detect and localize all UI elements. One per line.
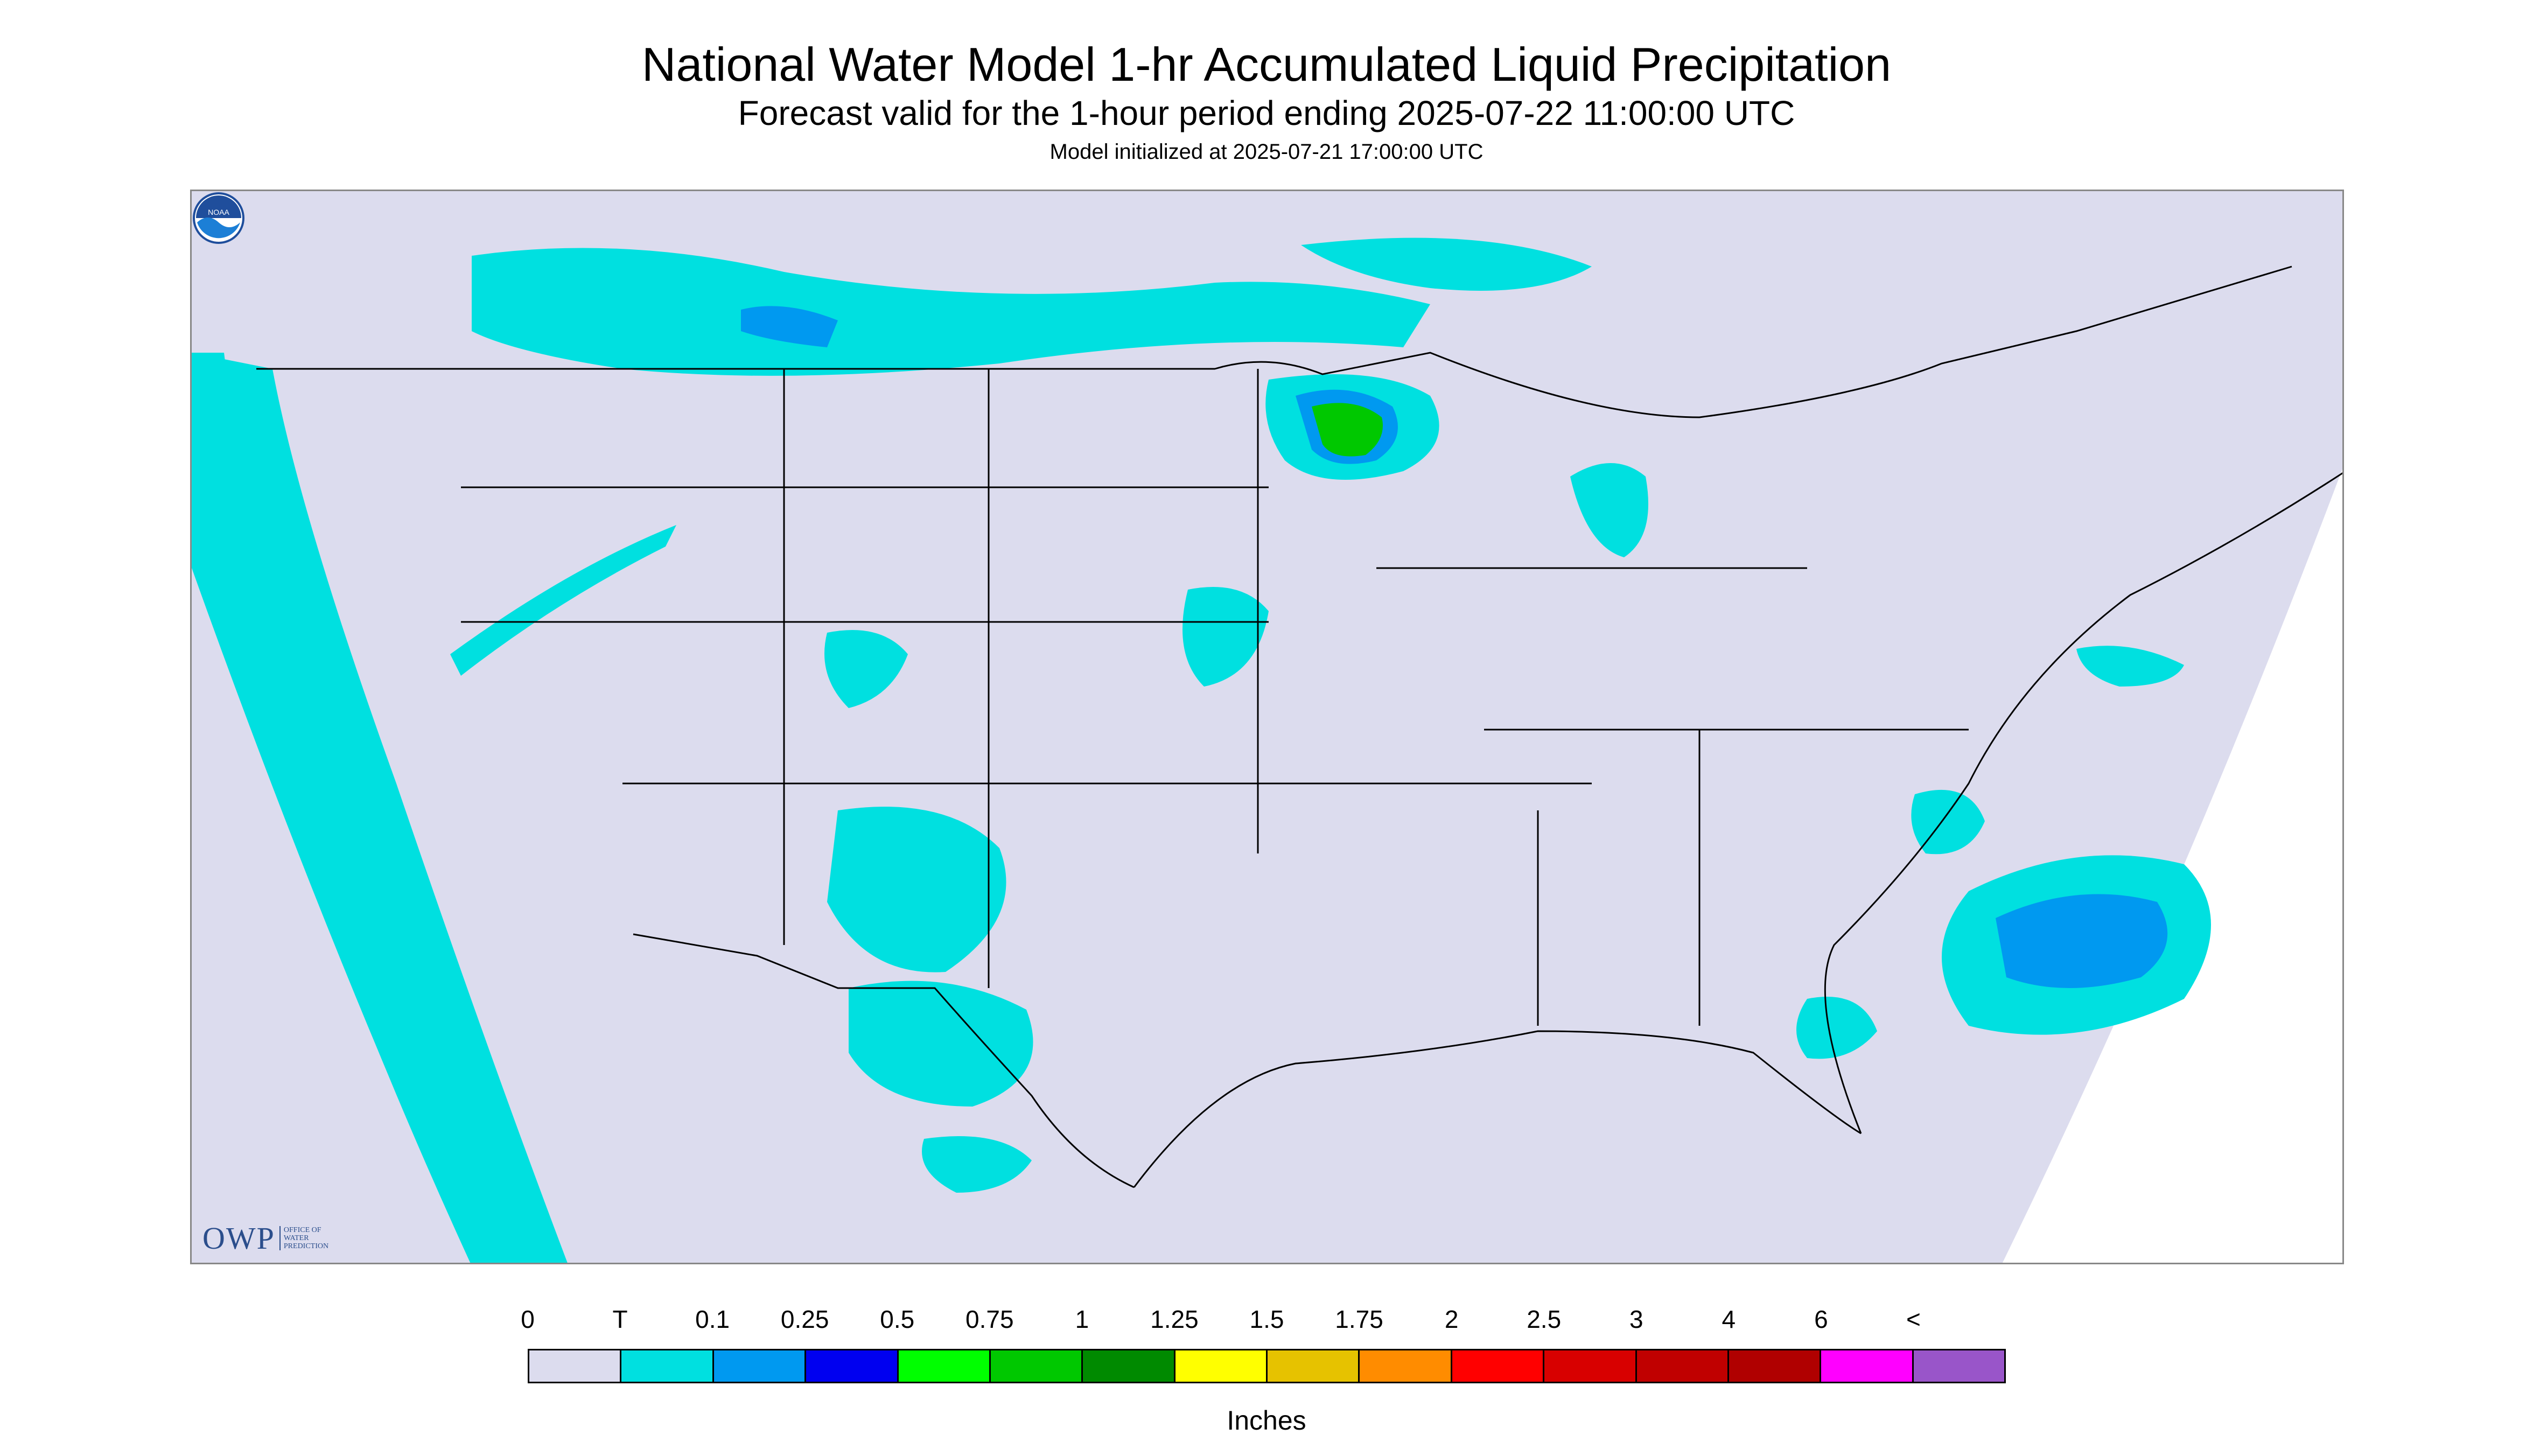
legend-label: 4 [1722, 1305, 1736, 1333]
legend-swatch [529, 1350, 622, 1382]
svg-text:NOAA: NOAA [208, 208, 229, 216]
legend-swatch [1175, 1350, 1268, 1382]
legend-label: 1 [1075, 1305, 1089, 1333]
model-init-label: Model initialized at 2025-07-21 17:00:00… [1049, 140, 1484, 164]
legend-swatch [621, 1350, 714, 1382]
precip-north-band-5 [741, 306, 838, 347]
precip-colorado-blobs [824, 630, 908, 708]
legend-label: 0.75 [965, 1305, 1014, 1333]
us-mexico-border [633, 933, 1135, 1188]
map-canvas [192, 237, 2342, 1263]
legend-color-bar [528, 1349, 2006, 1383]
precip-montana-band [450, 525, 676, 676]
forecast-valid-subtitle: Forecast valid for the 1-hour period end… [738, 94, 1795, 132]
precip-great-lakes [1570, 463, 1648, 557]
precip-dakota-blob [1182, 587, 1269, 687]
legend-label: 3 [1629, 1305, 1643, 1333]
gulf-coast [1133, 1030, 1862, 1188]
legend-swatch [990, 1350, 1083, 1382]
legend-swatch [1729, 1350, 1822, 1382]
owp-logo-text: OWP [202, 1220, 275, 1256]
precip-nc-coast [1911, 789, 1985, 855]
legend-labels: 0 T 0.1 0.25 0.5 0.75 1 1.25 1.5 1.75 2 2.5 3 4 6 < [0, 1303, 2533, 1335]
legend-label: T [612, 1305, 628, 1333]
precip-ny-atlantic [2076, 646, 2184, 687]
legend-label: < [1906, 1305, 1921, 1333]
legend-swatch [806, 1350, 899, 1382]
legend-swatch [1821, 1350, 1914, 1382]
legend-label: 0.1 [695, 1305, 730, 1333]
map-title: National Water Model 1-hr Accumulated Li… [641, 38, 1892, 91]
precip-atlantic-core [1996, 894, 2168, 988]
precip-southwest-blobs [827, 807, 1006, 972]
legend-swatch [1083, 1350, 1175, 1382]
legend-label: 0.25 [780, 1305, 829, 1333]
pacific-west-edge [192, 353, 471, 1263]
precip-north-band-1 [472, 248, 1430, 376]
pacific-trace-region [192, 353, 568, 1263]
legend-swatch [1452, 1350, 1545, 1382]
precipitation-map: OWP OFFICE OF WATER PREDICTION NOAA [190, 190, 2344, 1264]
legend-label: 0 [521, 1305, 535, 1333]
border-lines [256, 265, 2342, 1188]
legend-label: 6 [1814, 1305, 1828, 1333]
legend-swatch [713, 1350, 807, 1382]
legend-swatch [1636, 1350, 1729, 1382]
precip-north-band-4 [1312, 403, 1383, 457]
legend-swatch [1544, 1350, 1637, 1382]
legend-label: 2.5 [1527, 1305, 1562, 1333]
legend-units: Inches [1227, 1405, 1306, 1436]
legend-swatch [1268, 1350, 1360, 1382]
atlantic-coast [1824, 472, 2342, 1134]
owp-logo-subtext: OFFICE OF WATER PREDICTION [279, 1226, 328, 1250]
precip-canada-ne [1301, 237, 1592, 291]
legend-swatch [1360, 1350, 1452, 1382]
legend-label: 2 [1444, 1305, 1459, 1333]
legend-label: 1.25 [1150, 1305, 1199, 1333]
legend-label: 0.5 [880, 1305, 915, 1333]
legend-swatch [898, 1350, 991, 1382]
legend-label: 1.5 [1249, 1305, 1284, 1333]
outside-domain-right [2002, 468, 2342, 1263]
precip-se-atlantic [1796, 997, 1877, 1059]
noaa-logo-icon: NOAA [193, 192, 244, 244]
us-canada-border [256, 265, 2292, 418]
pacific-trace-region-west [192, 568, 471, 1263]
precip-nm-texas-blobs [849, 981, 1033, 1107]
precip-mexico-blobs [922, 1136, 1032, 1193]
owp-logo: OWP OFFICE OF WATER PREDICTION [202, 1220, 328, 1256]
legend-label: 1.75 [1335, 1305, 1383, 1333]
legend-swatch [1913, 1350, 2004, 1382]
